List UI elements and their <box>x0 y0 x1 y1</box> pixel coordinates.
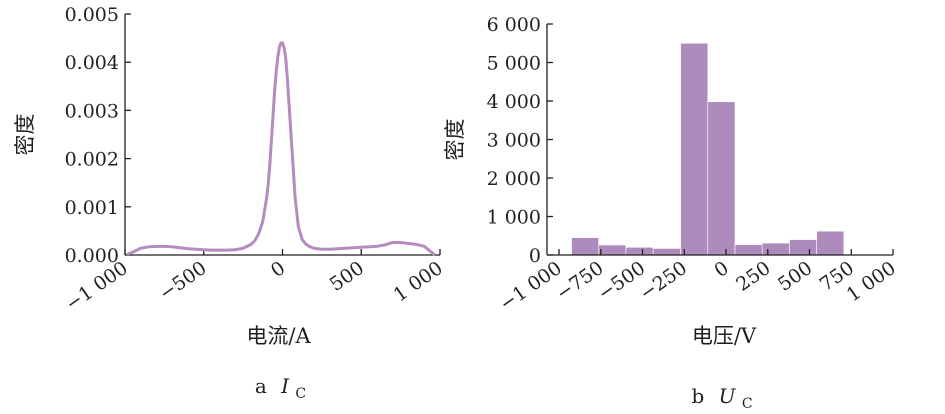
chart-a-y-tick-label: 0.001 <box>65 197 119 219</box>
chart-b-caption-symbol: U <box>719 384 737 408</box>
chart-a-x-tick-label: 1 000 <box>390 257 447 306</box>
chart-b-caption-prefix: b <box>691 384 704 408</box>
chart-a-caption-symbol: I <box>280 374 290 398</box>
chart-b-bar <box>761 242 790 256</box>
chart-a-x-tick-label: 500 <box>326 257 368 296</box>
chart-a-caption: a I C <box>255 374 306 402</box>
chart-b-caption-subscript: C <box>742 396 753 412</box>
chart-b-y-tick-label: 6 000 <box>487 14 541 36</box>
chart-b-x-tick-label: 250 <box>732 257 774 296</box>
chart-a-y-tick-label: 0.002 <box>65 149 119 171</box>
chart-b-y-tick-label: 5 000 <box>487 53 541 75</box>
chart-b-caption: b U C <box>691 384 752 412</box>
chart-b-bar <box>625 247 654 256</box>
chart-b-bar <box>734 244 763 256</box>
chart-b-x-tick-label: −250 <box>636 257 691 305</box>
chart-a-y-axis-title: 密度 <box>13 114 37 156</box>
chart-b-x-tick-label: 500 <box>774 257 816 296</box>
chart-b-x-tick-label: −500 <box>594 257 649 305</box>
chart-a-y-tick-label: 0.003 <box>65 100 119 122</box>
chart-a-x-tick-label: −500 <box>155 257 210 305</box>
chart-b-y-tick-label: 1 000 <box>487 207 541 229</box>
chart-b-x-tick-label: 0 <box>710 257 733 282</box>
chart-b-x-axis-title: 电压/V <box>692 324 757 348</box>
chart-b-y-tick-label: 2 000 <box>487 168 541 190</box>
chart-b-bar <box>789 239 817 256</box>
chart-a-x-axis-title: 电流/A <box>246 324 311 348</box>
chart-b-y-tick-label: 0 <box>529 245 541 267</box>
chart-a-y-tick-label: 0.004 <box>65 52 119 74</box>
chart-b-x-tick-label: 1 000 <box>843 257 900 306</box>
chart-b-bar <box>598 244 627 256</box>
chart-a-density-line <box>126 41 436 256</box>
chart-b-y-axis-title: 密度 <box>443 119 467 161</box>
chart-b-bar <box>707 101 736 256</box>
chart-b-x-tick-label: −750 <box>552 257 607 305</box>
chart-a-caption-prefix: a <box>255 374 267 398</box>
chart-b-bar <box>816 230 845 256</box>
chart-a-y-tick-label: 0.005 <box>65 4 119 26</box>
chart-a-caption-subscript: C <box>295 386 306 402</box>
chart-b-y-tick-label: 4 000 <box>487 91 541 113</box>
chart-a-x-tick-label: 0 <box>267 257 290 282</box>
chart-b-bar <box>571 237 600 256</box>
chart-b-y-tick-label: 3 000 <box>487 130 541 152</box>
chart-b-bar <box>680 42 709 256</box>
chart-b-bar <box>652 248 681 256</box>
chart-a-y-tick-label: 0.000 <box>65 245 119 267</box>
